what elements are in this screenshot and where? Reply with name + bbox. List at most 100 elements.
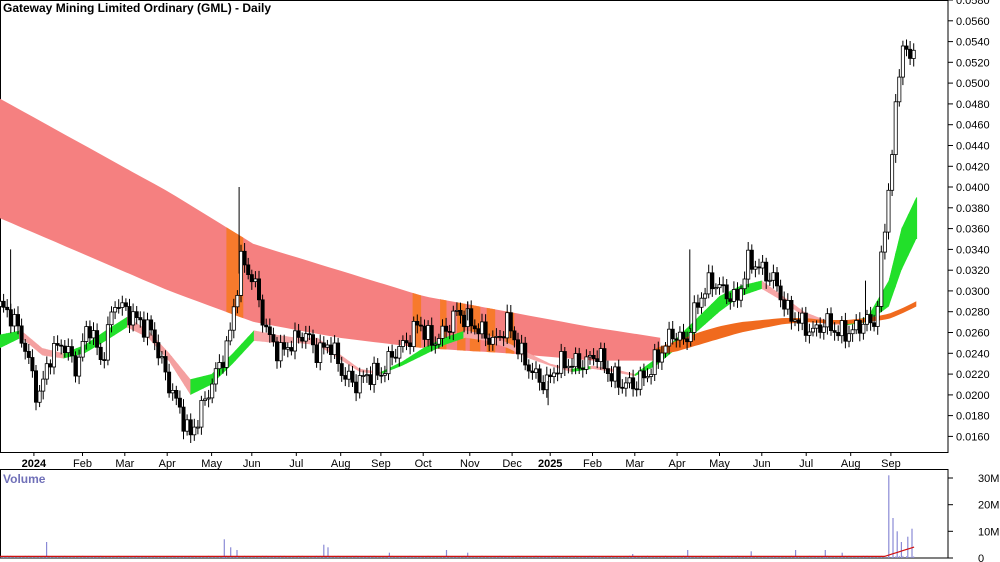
- volume-average-line: [0, 546, 915, 558]
- short-ribbon: [495, 337, 503, 347]
- price-panel: 0.0580 0.0560 0.0540 0.0520 0.0500 0.0480 0.04…: [0, 0, 990, 470]
- price-bar-body: [26, 350, 31, 358]
- price-bar-body: [598, 348, 603, 363]
- price-bar-body: [872, 322, 877, 327]
- price-bar-body: [616, 366, 621, 388]
- price-bar-body: [476, 328, 481, 335]
- price-bar-body: [771, 272, 776, 281]
- price-bar-body: [231, 306, 236, 331]
- price-bar-body: [721, 284, 726, 287]
- short-ribbon: [133, 321, 141, 334]
- price-bar-body: [519, 342, 524, 355]
- price-bar-body: [397, 346, 402, 359]
- price-bar-body: [368, 374, 373, 385]
- y-tick-label: 0.0460: [956, 120, 990, 132]
- short-ribbon: [253, 330, 262, 342]
- price-bar-body: [393, 356, 398, 359]
- x-tick-label: Jun: [753, 458, 771, 470]
- price-bar-body: [548, 374, 553, 378]
- short-ribbon: [755, 280, 763, 291]
- price-bar-body: [429, 325, 434, 346]
- y-tick-label: 0.0540: [956, 37, 990, 49]
- price-bar-body: [375, 362, 380, 376]
- long-ribbon: [0, 98, 661, 361]
- price-bar-body: [361, 375, 366, 377]
- price-bar-body: [829, 313, 834, 332]
- ribbon-highlight: [486, 307, 496, 353]
- price-bar-body: [426, 325, 431, 340]
- price-bar-body: [206, 397, 211, 400]
- price-bar-body: [703, 293, 708, 299]
- price-bar-body: [109, 311, 114, 326]
- price-bar-body: [559, 351, 564, 374]
- price-bar-body: [850, 329, 855, 335]
- y-tick-label: 0.0220: [956, 369, 990, 381]
- price-bar-body: [141, 319, 146, 338]
- price-bar-body: [87, 326, 92, 339]
- price-bar-body: [523, 342, 528, 366]
- y-tick-label: 0.0560: [956, 16, 990, 28]
- short-ribbon: [44, 348, 52, 357]
- y-tick-label: 0.0420: [956, 161, 990, 173]
- x-tick-label: Apr: [669, 458, 686, 470]
- price-bar-body: [41, 378, 46, 392]
- price-bar-body: [645, 375, 650, 379]
- short-ribbon: [901, 213, 909, 271]
- short-ribbon: [545, 361, 554, 367]
- price-bar-body: [775, 272, 780, 287]
- short-ribbon: [419, 346, 427, 358]
- price-bar-body: [436, 338, 441, 345]
- price-bar-body: [847, 333, 852, 342]
- short-ribbon: [526, 352, 535, 361]
- x-tick-label: Aug: [331, 458, 351, 470]
- price-bar-body: [159, 356, 164, 359]
- price-bar-body: [372, 362, 377, 385]
- price-bar-body: [649, 374, 654, 377]
- price-bar-body: [814, 324, 819, 329]
- price-bar-body: [505, 312, 510, 339]
- price-bar-body: [656, 349, 661, 363]
- price-bar-body: [570, 365, 575, 368]
- price-bar-body: [652, 349, 657, 375]
- price-bar-body: [634, 388, 639, 391]
- price-bar-body: [566, 365, 571, 369]
- short-ribbon: [914, 197, 918, 244]
- price-bar-body: [882, 231, 887, 253]
- x-tick-label: Dec: [502, 458, 522, 470]
- price-bar-body: [886, 189, 891, 233]
- x-tick-label: May: [709, 458, 730, 470]
- short-ribbon: [196, 375, 204, 392]
- price-bar-body: [177, 397, 182, 408]
- price-bar-body: [131, 311, 136, 326]
- short-ribbon: [120, 316, 128, 332]
- price-bar-body: [289, 347, 294, 352]
- price-bar-body: [220, 362, 225, 368]
- short-ribbon: [228, 350, 236, 368]
- short-ribbon: [704, 303, 712, 325]
- y-tick-label: 0.0180: [956, 411, 990, 423]
- short-ribbon: [190, 377, 198, 395]
- x-tick-label: Jul: [799, 458, 813, 470]
- y-tick-label: 0.0240: [956, 348, 990, 360]
- price-bar-body: [832, 330, 837, 333]
- short-ribbon: [165, 348, 173, 367]
- price-bar-body: [433, 343, 438, 346]
- price-bar-body: [174, 389, 179, 399]
- price-bar-body: [422, 325, 427, 340]
- price-bar-body: [534, 368, 539, 373]
- price-bar-body: [408, 342, 413, 347]
- short-ribbon: [158, 341, 166, 358]
- price-bar-body: [188, 419, 193, 436]
- volume-y-tick-label: 10M: [978, 526, 999, 538]
- price-bar-body: [764, 261, 769, 282]
- price-bar-body: [641, 370, 646, 379]
- y-tick-label: 0.0200: [956, 390, 990, 402]
- price-bar-body: [404, 340, 409, 344]
- price-bar-body: [163, 356, 168, 373]
- short-ribbon: [260, 331, 268, 343]
- price-bar-body: [73, 355, 78, 377]
- price-bar-body: [695, 302, 700, 308]
- price-bar-body: [836, 331, 841, 337]
- price-bar-body: [328, 344, 333, 356]
- price-bar-body: [631, 377, 636, 390]
